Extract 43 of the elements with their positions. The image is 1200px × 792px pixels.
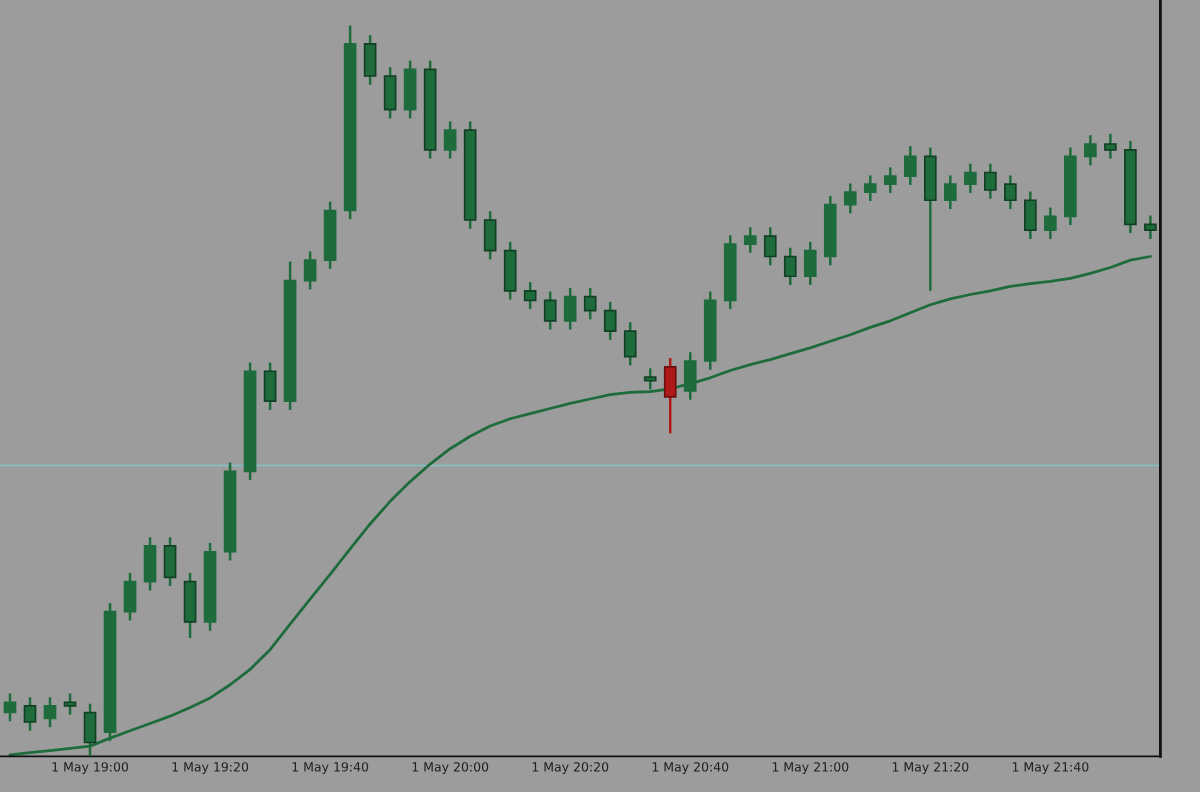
candlestick bbox=[123, 571, 137, 622]
candlestick bbox=[903, 144, 917, 187]
candlestick bbox=[183, 571, 197, 640]
candlestick bbox=[263, 361, 277, 412]
candlestick bbox=[583, 286, 597, 321]
candlestick bbox=[523, 280, 537, 311]
candlestick bbox=[943, 174, 957, 211]
candlestick bbox=[863, 174, 877, 203]
candlestick bbox=[643, 367, 657, 391]
candlestick bbox=[763, 226, 777, 267]
candlestick bbox=[743, 226, 757, 255]
candlestick bbox=[984, 162, 997, 201]
candlestick bbox=[503, 240, 517, 301]
candlestick bbox=[443, 120, 457, 160]
candlestick bbox=[43, 695, 57, 729]
candlestick bbox=[23, 695, 37, 733]
candlestick bbox=[303, 250, 317, 291]
candlestick bbox=[663, 356, 677, 435]
candlestick bbox=[1084, 133, 1097, 167]
candlestick bbox=[563, 286, 577, 331]
candlestick bbox=[63, 692, 77, 716]
candlestick bbox=[923, 146, 937, 293]
candlestick bbox=[1044, 206, 1057, 241]
candlestick bbox=[803, 240, 817, 287]
candlestick bbox=[543, 290, 557, 331]
candlestick bbox=[363, 33, 377, 87]
candlestick bbox=[1104, 132, 1117, 160]
candlestick bbox=[143, 535, 157, 592]
candlestick bbox=[623, 321, 637, 367]
candlestick bbox=[963, 162, 977, 195]
candlestick bbox=[783, 246, 797, 287]
candlestick bbox=[1024, 190, 1037, 241]
candlestick bbox=[603, 300, 617, 342]
candlestick bbox=[843, 182, 857, 215]
candlestick bbox=[1144, 214, 1157, 241]
candlestick bbox=[163, 535, 177, 588]
candlestick bbox=[683, 350, 697, 401]
candlestick bbox=[883, 166, 897, 195]
candlestick bbox=[383, 65, 397, 120]
candlestick bbox=[403, 59, 417, 120]
candlestick bbox=[483, 209, 497, 261]
candlestick bbox=[3, 692, 17, 723]
candlestick bbox=[1004, 174, 1017, 211]
